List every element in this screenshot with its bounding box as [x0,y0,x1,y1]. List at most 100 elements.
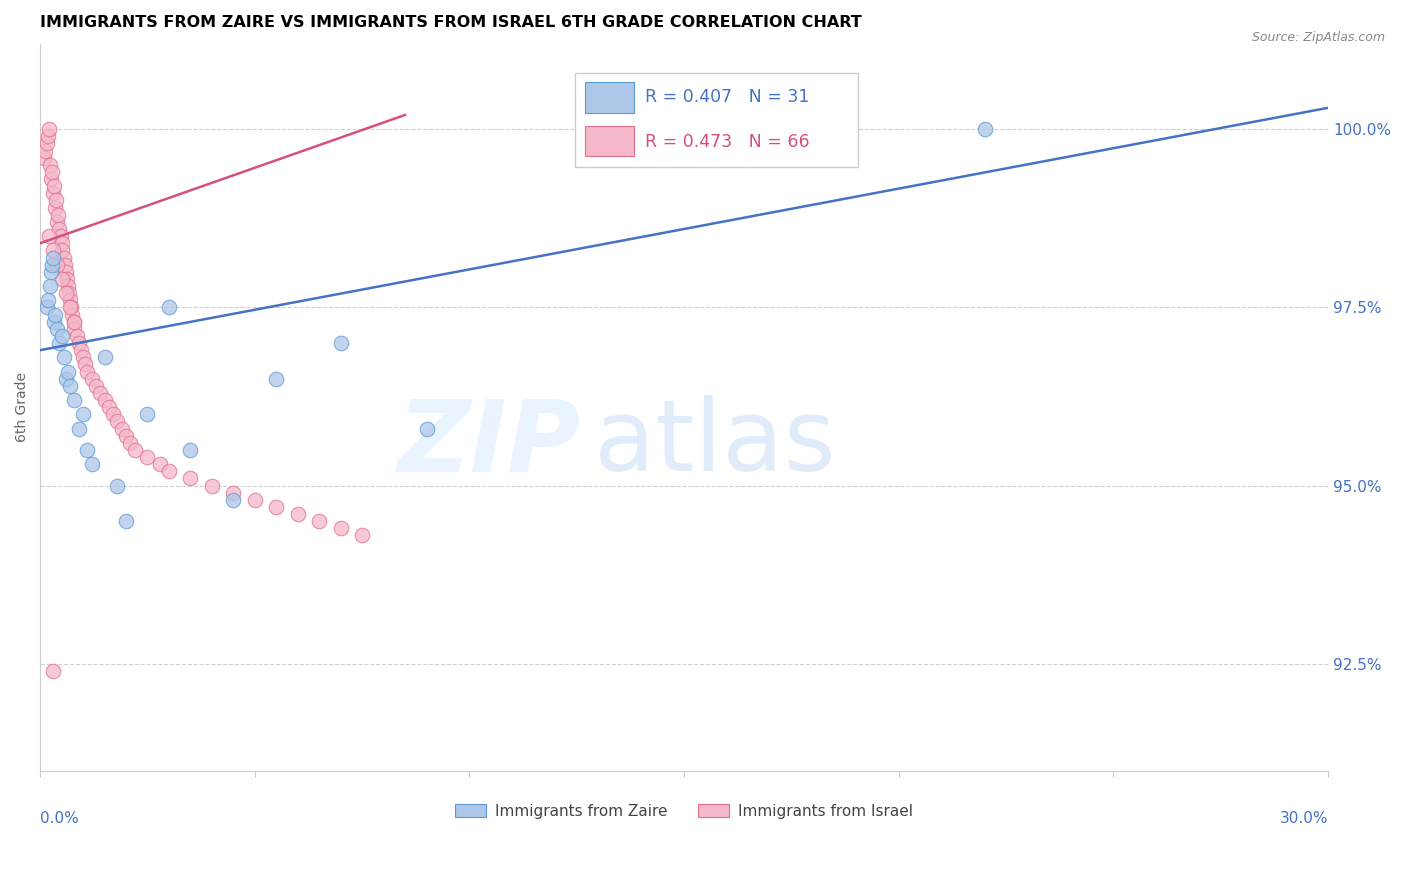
Point [58,286,80,301]
Point [111,421,134,435]
Point [42,186,65,201]
Point [149,457,172,471]
Point [39,265,62,279]
Point [42,664,65,678]
Point [42,244,65,258]
Text: 0.0%: 0.0% [41,811,79,826]
Point [93,392,115,407]
Point [34,144,56,158]
Point [105,414,128,428]
Point [76,365,98,379]
Point [222,485,245,500]
Point [80,457,103,471]
Point [415,421,437,435]
Point [60,308,83,322]
Point [115,514,138,528]
Point [51,244,73,258]
Text: 30.0%: 30.0% [1279,811,1329,826]
Point [56,365,79,379]
Point [51,329,73,343]
Point [42,315,65,329]
Point [38,279,60,293]
Point [35,136,58,151]
Point [44,201,66,215]
Point [39,172,62,186]
Point [352,528,374,542]
Point [264,372,287,386]
Point [222,492,245,507]
Point [59,293,82,308]
Point [105,478,128,492]
Point [243,492,266,507]
Text: Source: ZipAtlas.com: Source: ZipAtlas.com [1251,31,1385,45]
Point [124,442,146,457]
Point [84,379,107,393]
Point [53,258,76,272]
Point [44,308,66,322]
Point [42,179,65,194]
Text: R = 0.473   N = 66: R = 0.473 N = 66 [645,133,810,151]
Point [55,286,77,301]
Point [46,215,69,229]
Point [55,265,77,279]
Point [52,351,75,365]
Point [51,272,73,286]
Point [72,351,94,365]
Point [89,386,111,401]
Point [63,322,86,336]
Point [49,229,72,244]
Point [35,301,58,315]
Point [75,358,97,372]
Point [41,165,63,179]
Point [46,258,69,272]
Point [51,236,73,251]
Point [38,158,60,172]
Point [56,279,79,293]
Point [308,514,330,528]
Point [329,521,352,535]
Point [48,222,70,236]
Point [120,435,142,450]
Point [52,251,75,265]
Point [97,400,120,414]
Point [201,478,224,492]
Point [60,301,83,315]
Point [329,336,352,351]
Point [37,293,59,308]
Point [287,507,309,521]
Point [157,464,180,478]
Point [63,392,86,407]
FancyBboxPatch shape [575,73,858,168]
Text: R = 0.407   N = 31: R = 0.407 N = 31 [645,87,810,106]
Point [179,442,201,457]
Point [46,208,69,222]
Point [38,122,60,136]
Point [38,229,60,244]
Point [65,329,87,343]
Point [45,194,67,208]
Legend: Immigrants from Zaire, Immigrants from Israel: Immigrants from Zaire, Immigrants from I… [450,797,920,825]
Point [72,407,94,421]
Point [59,301,82,315]
Point [48,336,70,351]
Point [55,372,77,386]
Point [62,315,84,329]
Text: IMMIGRANTS FROM ZAIRE VS IMMIGRANTS FROM ISRAEL 6TH GRADE CORRELATION CHART: IMMIGRANTS FROM ZAIRE VS IMMIGRANTS FROM… [41,15,862,30]
Text: atlas: atlas [593,395,835,492]
Y-axis label: 6th Grade: 6th Grade [15,372,30,442]
Point [37,129,59,144]
Point [46,322,69,336]
Point [63,315,86,329]
Point [973,122,995,136]
Point [34,151,56,165]
Point [67,421,90,435]
Point [76,442,98,457]
FancyBboxPatch shape [585,82,634,112]
Point [136,450,159,464]
FancyBboxPatch shape [585,126,634,156]
Point [93,351,115,365]
Point [80,372,103,386]
Text: ZIP: ZIP [398,395,581,492]
Point [70,343,93,358]
Point [157,301,180,315]
